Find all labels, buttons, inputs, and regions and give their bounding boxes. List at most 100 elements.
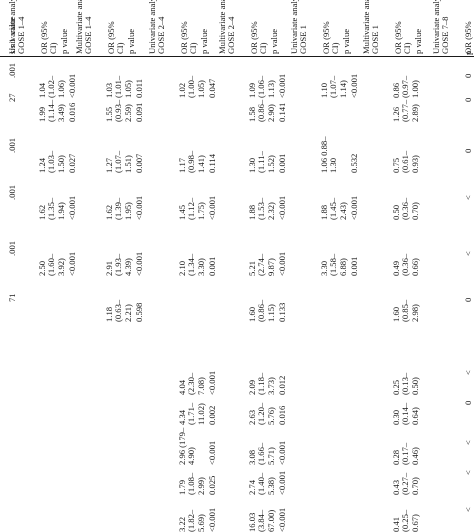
or-ci-cell-line: 3.30) [195,258,206,276]
p-value-cell: <0.001 [349,73,359,98]
cut-header-fragment: sis 1 [7,38,17,54]
cut-cell-fragment: 0 [463,97,473,102]
cut-cell-fragment: < [463,195,473,200]
column-subheader: OR (95%CI) [463,21,474,54]
p-value-cell: <0.001 [67,73,77,98]
or-ci-cell: 3.30 (1.58– 6.88) [319,254,348,276]
column-header: Univariate analysis GOSE 7–8 [431,0,451,54]
cut-cell-fragment: 0 [463,148,473,153]
or-ci-cell-line: 5.69) [195,514,206,532]
or-ci-cell-line: 3.73) [265,377,276,395]
column-header-line: GOSE 2–4 [156,16,167,54]
or-ci-cell: 2.63 (1.20– 5.76) [247,403,276,425]
or-ci-cell: 1.02 (1.00– 1.05) [177,76,206,98]
or-ci-cell-line: 11.02) [195,403,206,425]
or-ci-cell-line: (0.25– [400,509,411,532]
column-header-line: GOSE 2–4 [226,16,237,54]
p-value-cell: 0.001 [207,256,217,276]
p-value-header: p value [199,28,209,54]
column-subheader-line: CI) [115,42,126,54]
column-subheader: OR (95%CI) [321,21,341,54]
or-ci-cell-line: 2.89) [409,104,420,122]
or-ci-cell: 0.43 (0.27– 0.70) [391,473,420,495]
or-ci-cell-line: 0.41 [391,516,401,532]
or-ci-cell-line: 0.46) [409,447,420,465]
column-header: Multivariate analysis 1 GOSE 1–4 [74,0,94,54]
or-ci-cell: 0.25 (0.13– 0.50) [391,373,420,395]
or-ci-cell-line: 1.14) [337,80,348,98]
p-value-cell: 0.133 [277,302,287,322]
or-ci-cell: 0.49 (0.36– 0.66) [391,254,420,276]
or-ci-cell-line: (1.08– [186,472,197,495]
p-value-header: p value [269,28,279,54]
or-ci-cell: 3.22 (1.82– 5.69) [177,510,206,532]
column-header-line: GOSE 1–4 [16,16,27,54]
or-ci-cell: 1.04 (1.02– 1.06) [37,76,66,98]
or-ci-cell-line: 0.70) [409,202,420,220]
p-value-cell: 0.001 [277,153,287,173]
column-subheader-line: CI) [258,42,269,54]
p-value-cell: 0.027 [67,153,77,173]
or-ci-cell: 1.17 (0.98– 1.41) [177,151,206,173]
or-ci-cell-line: 1.52) [265,155,276,173]
p-value-header: p value [341,28,351,54]
or-ci-cell-line: 9.87) [265,258,276,276]
p-value-cell: 0.141 [277,102,287,122]
or-ci-cell-line: 1.51) [122,155,133,173]
or-ci-cell: 1.60 (0.85– 2.98) [391,300,420,322]
p-value-cell: <0.001 [277,195,287,220]
or-ci-cell-line: 3.49) [55,104,66,122]
or-ci-cell: 0.41 (0.25– 0.67) [391,509,420,532]
or-ci-cell: 4.04 (2.30– 7.08) [177,373,206,395]
cut-cell-fragment: < [463,251,473,256]
cut-cell-fragment: 0 [463,297,473,302]
p-value-header: p value [59,28,69,54]
or-ci-cell-line: 0.50) [409,377,420,395]
or-ci-cell-line: 0.64) [409,407,420,425]
or-ci-cell: 1.09 (1.06– 1.13) [247,76,276,98]
or-ci-cell: 2.09 (1.18– 3.73) [247,373,276,395]
p-value-cell: <0.001 [67,251,77,276]
or-ci-cell: 2.10 (1.34– 3.30) [177,254,206,276]
or-ci-cell: 2.91 (1.93– 4.39) [104,254,133,276]
column-header-line: GOSE 7–8 [440,16,451,54]
p-value-cell: <0.001 [277,470,287,495]
p-value-cell: <0.001 [277,73,287,98]
or-ci-cell: 0.28 (0.17– 0.46) [391,443,420,465]
p-value-cell: <0.001 [207,370,217,395]
or-ci-cell: 1.62 (1.39– 1.95) [104,198,133,220]
or-ci-cell: 16.03 (3.84– 67.00) [247,510,276,532]
or-ci-cell: 1.18 (0.63– 2.21) [104,300,133,322]
or-ci-cell-line: 1.05) [122,80,133,98]
p-value-cell: <0.001 [277,251,287,276]
or-ci-cell-line: 3.22 [177,516,187,532]
or-ci-cell: 1.27 (1.07– 1.51) [104,151,133,173]
cut-cell-fragment: .001 [7,62,17,78]
or-ci-cell-line: 1.75) [195,202,206,220]
p-value-cell: 0.091 [134,102,144,122]
p-value-cell: <0.001 [349,195,359,220]
or-ci-cell: 1.06 0.88– 1.30 [319,136,339,173]
cut-cell-fragment: < [463,507,473,512]
or-ci-cell-line: 0.67) [409,514,420,532]
or-ci-cell-line: 0.43 [391,479,401,495]
or-ci-cell: 0.30 (0.14– 0.64) [391,403,420,425]
or-ci-cell: 5.21 (2.74– 9.87) [247,254,276,276]
cut-cell-fragment: 71 [7,293,17,302]
or-ci-cell-line: 3.92) [55,258,66,276]
cut-cell-fragment: < [463,470,473,475]
p-value-cell: 0.025 [207,475,217,495]
p-value-cell: 0.598 [134,302,144,322]
or-ci-cell-line: 1.00) [409,80,420,98]
column-header: Multivariate analysis 3 GOSE 1 [361,0,381,54]
or-ci-cell-line: 1.13) [265,80,276,98]
or-ci-cell: 1.88 (1.45– 2.43) [319,198,348,220]
or-ci-cell: 2.96 (179– 4.90) [177,428,197,465]
or-ci-cell: 2.50 (1.60– 3.92) [37,254,66,276]
or-ci-cell-line: 1.06) [55,80,66,98]
cut-cell-fragment: 0 [463,400,473,405]
column-subheader-line: CI) [402,42,413,54]
or-ci-cell-line: 2.21) [122,304,133,322]
p-value-cell: <0.001 [134,195,144,220]
or-ci-cell-line: 5.71) [265,447,276,465]
